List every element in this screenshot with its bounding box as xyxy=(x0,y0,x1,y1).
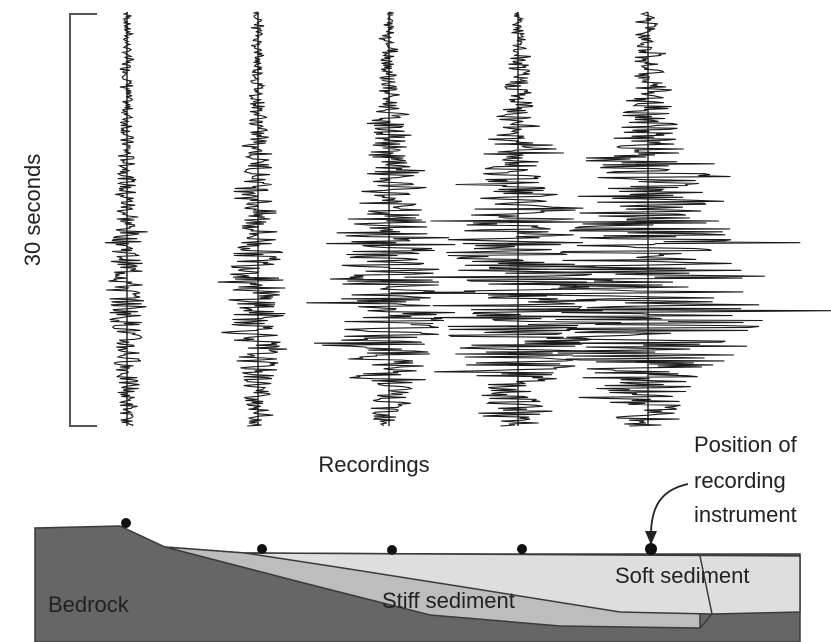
recordings-group xyxy=(105,12,831,426)
instrument-marker-4 xyxy=(517,544,527,554)
instrument-marker-1 xyxy=(121,518,131,528)
seismogram-trace-4 xyxy=(391,12,621,426)
time-scale-bracket xyxy=(70,14,97,426)
instrument-pointer-arrow xyxy=(645,484,688,545)
instrument-label-line1: Position of xyxy=(694,432,798,457)
bedrock-label: Bedrock xyxy=(48,592,130,617)
soft-sediment-label: Soft sediment xyxy=(615,563,750,588)
time-scale-label: 30 seconds xyxy=(20,154,45,267)
instrument-label-line3: instrument xyxy=(694,502,797,527)
seismogram-trace-3 xyxy=(306,12,463,426)
instrument-marker-3 xyxy=(387,545,397,555)
instrument-marker-2 xyxy=(257,544,267,554)
stiff-sediment-label: Stiff sediment xyxy=(382,588,515,613)
instrument-marker-5 xyxy=(645,543,657,555)
seismogram-trace-2 xyxy=(218,12,287,426)
instrument-label-line2: recording xyxy=(694,468,786,493)
recordings-label: Recordings xyxy=(318,452,429,477)
